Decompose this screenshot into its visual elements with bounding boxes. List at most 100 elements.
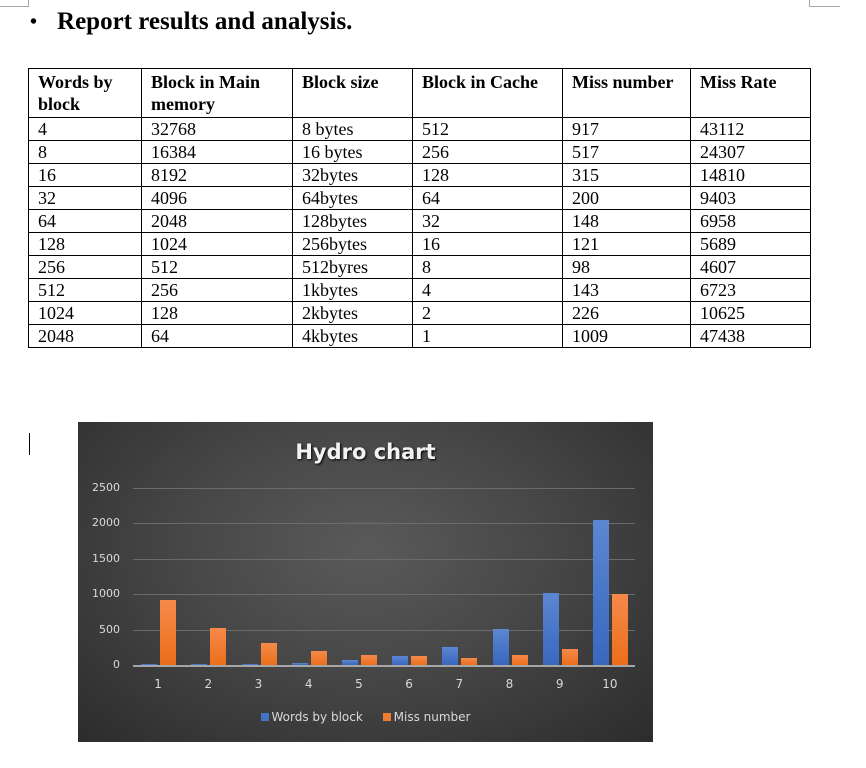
section-heading: • Report results and analysis. xyxy=(30,8,352,36)
x-tick-label: 1 xyxy=(154,677,162,691)
text-cursor xyxy=(29,433,30,455)
cell-miss-rate: 5689 xyxy=(690,232,811,256)
cell-miss-number: 121 xyxy=(562,232,691,256)
x-tick-label: 2 xyxy=(204,677,213,691)
y-tick-label: 2500 xyxy=(92,481,120,494)
cell-block-size: 64bytes xyxy=(292,186,413,210)
header-words-by-block: Words by block xyxy=(28,68,142,118)
x-tick-label: 3 xyxy=(254,677,263,691)
bar-miss-number xyxy=(511,654,528,665)
cell-block-in-cache: 32 xyxy=(412,209,563,233)
cell-words-by-block: 32 xyxy=(28,186,142,210)
header-miss-number: Miss number xyxy=(562,68,691,118)
bar-words-by-block xyxy=(492,628,509,665)
bar-words-by-block xyxy=(392,655,409,665)
cell-block-in-main-memory: 1024 xyxy=(141,232,293,256)
gridline xyxy=(133,558,635,560)
bar-words-by-block xyxy=(241,663,258,665)
bar-words-by-block xyxy=(542,592,559,665)
heading-text: Report results and analysis. xyxy=(57,8,353,35)
y-tick-label: 2000 xyxy=(92,516,120,530)
x-tick-label: 6 xyxy=(405,677,413,691)
bar-miss-number xyxy=(611,593,628,665)
header-block-in-cache: Block in Cache xyxy=(412,68,563,118)
plot-area xyxy=(133,488,635,667)
cell-words-by-block: 16 xyxy=(28,163,142,187)
cell-miss-number: 98 xyxy=(562,255,691,279)
y-tick-label: 1000 xyxy=(92,587,120,601)
cell-block-in-main-memory: 2048 xyxy=(141,209,293,233)
gridline xyxy=(133,594,635,596)
table-row: 32 4096 64bytes 64 200 9403 xyxy=(28,186,811,210)
cell-miss-rate: 43112 xyxy=(690,117,811,141)
cell-miss-number: 226 xyxy=(562,301,691,325)
cell-block-size: 1kbytes xyxy=(292,278,413,302)
cell-words-by-block: 8 xyxy=(28,140,142,164)
cell-miss-number: 517 xyxy=(562,140,691,164)
bar-miss-number xyxy=(411,656,428,665)
gridline xyxy=(133,629,635,631)
cell-block-in-main-memory: 16384 xyxy=(141,140,293,164)
cell-miss-number: 917 xyxy=(562,117,691,141)
cell-miss-number: 315 xyxy=(562,163,691,187)
cell-words-by-block: 512 xyxy=(28,278,142,302)
table-row: 2048 64 4kbytes 1 1009 47438 xyxy=(28,324,811,348)
page-corner-mark-left xyxy=(0,0,29,7)
cell-block-size: 16 bytes xyxy=(292,140,413,164)
table-header-row: Words by block Block in Main memory Bloc… xyxy=(28,68,811,118)
table-row: 256 512 512byres 8 98 4607 xyxy=(28,255,811,279)
y-tick-label: 500 xyxy=(99,622,120,636)
cell-words-by-block: 128 xyxy=(28,232,142,256)
results-table: Words by block Block in Main memory Bloc… xyxy=(28,68,811,348)
cell-block-in-cache: 8 xyxy=(412,255,563,279)
cell-block-in-cache: 128 xyxy=(412,163,563,187)
cell-block-size: 256bytes xyxy=(292,232,413,256)
legend-item-miss-number: Miss number xyxy=(382,710,470,724)
x-tick-label: 10 xyxy=(602,677,618,691)
bar-miss-number xyxy=(260,642,277,665)
cell-block-size: 128bytes xyxy=(292,209,413,233)
bar-miss-number xyxy=(561,649,578,665)
x-tick-label: 5 xyxy=(355,677,363,691)
x-tick-label: 9 xyxy=(555,677,564,691)
cell-block-in-cache: 16 xyxy=(412,232,563,256)
cell-miss-number: 143 xyxy=(562,278,691,302)
legend-label: Words by block xyxy=(271,710,363,724)
cell-miss-rate: 10625 xyxy=(690,301,811,325)
header-block-size: Block size xyxy=(292,68,413,118)
cell-miss-number: 200 xyxy=(562,186,691,210)
y-tick-label: 1500 xyxy=(92,551,120,565)
cell-block-size: 8 bytes xyxy=(292,117,413,141)
table-row: 128 1024 256bytes 16 121 5689 xyxy=(28,232,811,256)
x-tick-label: 4 xyxy=(304,677,313,691)
cell-block-size: 2kbytes xyxy=(292,301,413,325)
bar-words-by-block xyxy=(141,664,158,665)
cell-block-in-cache: 64 xyxy=(412,186,563,210)
cell-words-by-block: 4 xyxy=(28,117,142,141)
header-block-in-main-memory: Block in Main memory xyxy=(141,68,293,118)
legend-swatch-blue-icon xyxy=(260,713,269,721)
cell-miss-rate: 6958 xyxy=(690,209,811,233)
cell-block-size: 32bytes xyxy=(292,163,413,187)
cell-miss-rate: 6723 xyxy=(690,278,811,302)
x-tick-label: 7 xyxy=(455,677,464,691)
cell-miss-rate: 47438 xyxy=(690,324,811,348)
cell-block-size: 4kbytes xyxy=(292,324,413,348)
cell-miss-number: 1009 xyxy=(562,324,691,348)
bar-words-by-block xyxy=(291,662,308,665)
bullet-icon: • xyxy=(30,10,38,33)
x-axis-line xyxy=(133,665,635,667)
cell-miss-rate: 14810 xyxy=(690,163,811,187)
cell-miss-rate: 4607 xyxy=(690,255,811,279)
bar-miss-number xyxy=(461,658,478,665)
cell-block-in-cache: 4 xyxy=(412,278,563,302)
cell-block-size: 512byres xyxy=(292,255,413,279)
bar-words-by-block xyxy=(442,646,459,665)
table-row: 1024 128 2kbytes 2 226 10625 xyxy=(28,301,811,325)
cell-block-in-main-memory: 512 xyxy=(141,255,293,279)
chart-title: Hydro chart xyxy=(295,440,436,464)
legend-swatch-orange-icon xyxy=(382,713,391,721)
header-miss-rate: Miss Rate xyxy=(690,68,811,118)
cell-miss-rate: 24307 xyxy=(690,140,811,164)
bar-miss-number xyxy=(160,600,177,665)
